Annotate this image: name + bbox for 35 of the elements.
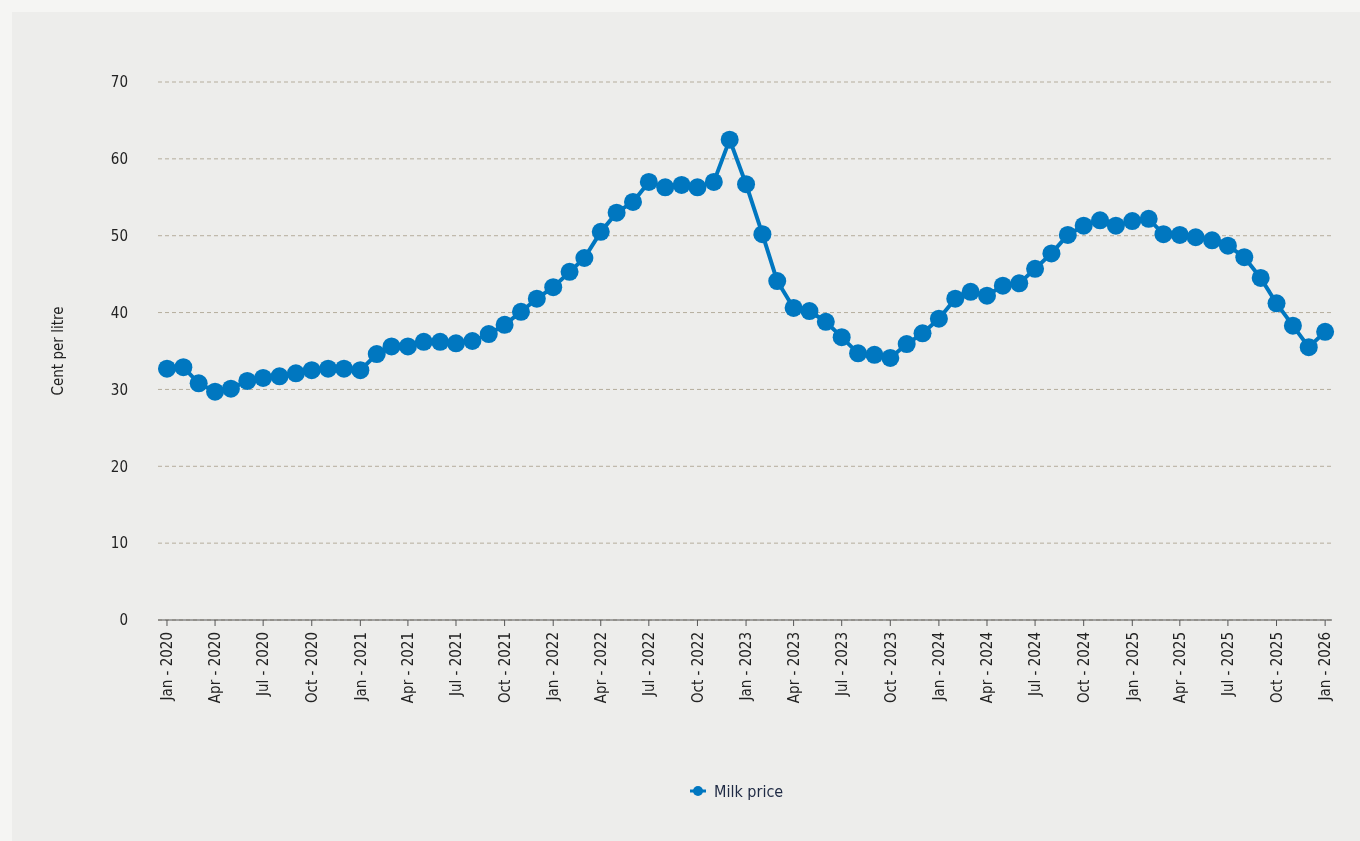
y-tick-label: 40 xyxy=(110,303,128,322)
x-tick-label: Jul - 2022 xyxy=(640,632,659,698)
x-tick-label: Apr - 2023 xyxy=(784,632,803,704)
x-tick-label: Jul - 2025 xyxy=(1219,632,1238,698)
y-tick-label: 20 xyxy=(110,457,128,476)
x-tick-label: Jan - 2020 xyxy=(158,632,177,702)
x-tick-label: Apr - 2025 xyxy=(1171,632,1190,704)
x-tick-label: Oct - 2020 xyxy=(303,632,321,704)
x-tick-label: Oct - 2023 xyxy=(881,632,900,704)
x-tick-label: Oct - 2022 xyxy=(688,632,707,704)
x-tick-label: Jul - 2023 xyxy=(832,632,851,698)
y-axis-title: Cent per litre xyxy=(49,306,68,396)
x-tick-label: Jan - 2026 xyxy=(1316,632,1335,702)
x-tick-label: Apr - 2021 xyxy=(399,632,418,704)
x-tick-label: Jul - 2021 xyxy=(447,632,466,698)
x-tick-label: Jan - 2022 xyxy=(544,632,563,702)
x-tick-label: Oct - 2021 xyxy=(495,632,514,704)
y-tick-label: 50 xyxy=(110,226,128,245)
x-tick-label: Apr - 2020 xyxy=(206,632,225,704)
x-tick-label: Jan - 2024 xyxy=(930,632,949,702)
y-tick-label: 70 xyxy=(110,73,128,92)
x-tick-label: Oct - 2024 xyxy=(1074,632,1093,704)
y-tick-label: 10 xyxy=(110,534,128,553)
y-tick-label: 60 xyxy=(110,150,128,169)
x-tick-label: Jul - 2024 xyxy=(1026,632,1045,698)
y-tick-label: 0 xyxy=(119,611,128,630)
x-tick-label: Jan - 2025 xyxy=(1123,632,1142,702)
x-tick-label: Oct - 2025 xyxy=(1267,632,1286,704)
y-tick-label: 30 xyxy=(110,380,128,399)
x-tick-label: Apr - 2022 xyxy=(592,632,611,704)
legend-label: Milk price xyxy=(714,781,784,801)
x-tick-label: Apr - 2024 xyxy=(978,632,997,704)
x-tick-label: Jul - 2020 xyxy=(254,632,273,698)
x-tick-label: Jan - 2021 xyxy=(351,632,370,702)
x-tick-label: Jan - 2023 xyxy=(737,632,756,702)
